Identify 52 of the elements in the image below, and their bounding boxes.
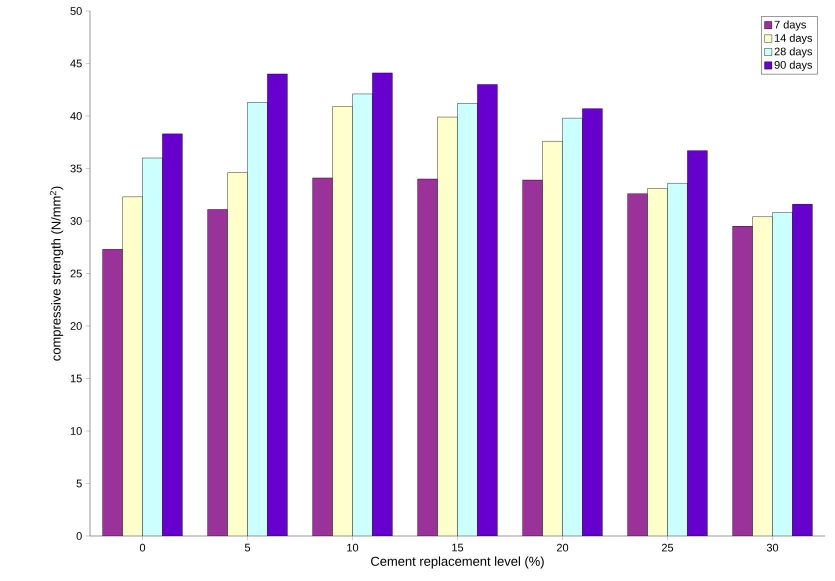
- x-tick-label: 20: [556, 544, 568, 552]
- y-tick-label: 30: [70, 217, 82, 225]
- y-tick-label: 20: [70, 322, 82, 330]
- bar: [438, 117, 458, 536]
- bar: [102, 249, 123, 536]
- bar: [162, 134, 182, 536]
- bar: [752, 216, 773, 536]
- bar: [732, 226, 753, 536]
- bar: [648, 188, 668, 536]
- legend-label: 90 days: [774, 60, 812, 71]
- x-tick-label: 25: [662, 544, 674, 552]
- bar: [372, 72, 392, 536]
- y-tick-label: 10: [70, 427, 82, 435]
- bar: [352, 94, 372, 536]
- y-tick-label: 50: [70, 7, 82, 15]
- bar: [208, 209, 228, 536]
- legend-label: 7 days: [774, 20, 806, 31]
- y-tick-label: 35: [70, 164, 82, 172]
- bar: [687, 150, 708, 536]
- bar: [792, 204, 813, 536]
- bar: [458, 103, 478, 536]
- bar: [772, 212, 793, 536]
- y-tick-label: 5: [76, 480, 82, 488]
- legend-label: 28 days: [774, 47, 812, 58]
- bar: [332, 106, 352, 536]
- x-tick-label: 10: [347, 544, 358, 552]
- bar: [628, 194, 648, 536]
- x-tick-label: 5: [244, 544, 250, 552]
- y-tick-label: 0: [76, 532, 82, 540]
- bar: [122, 196, 142, 536]
- bar: [522, 180, 543, 536]
- bar: [562, 118, 582, 536]
- bar: [312, 178, 333, 536]
- bar: [418, 179, 438, 536]
- y-tick-label: 40: [70, 112, 82, 120]
- bar: [142, 158, 162, 536]
- x-tick-label: 15: [452, 544, 464, 552]
- y-tick-label: 25: [70, 270, 82, 278]
- bar: [248, 102, 268, 536]
- x-axis-title: Cement replacement level (%): [371, 556, 544, 568]
- y-tick-label: 45: [70, 60, 82, 68]
- bar: [228, 172, 248, 536]
- y-axis-title: compressive strength (N/mm$^{2}$): [50, 186, 64, 361]
- bar: [668, 183, 688, 536]
- bar: [477, 84, 498, 536]
- y-tick-label: 15: [70, 374, 82, 382]
- legend-label: 14 days: [774, 34, 812, 44]
- bar: [582, 108, 602, 536]
- x-tick-label: 30: [766, 544, 778, 552]
- x-tick-label: 0: [140, 544, 146, 552]
- bar: [267, 74, 288, 536]
- bar: [542, 141, 562, 536]
